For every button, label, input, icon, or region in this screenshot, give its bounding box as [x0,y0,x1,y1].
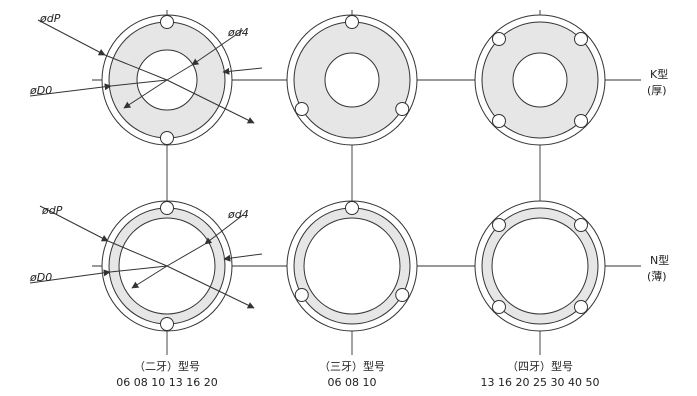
leader-d0-top-inner [110,79,168,87]
d0-label-bottom: øD0 [29,271,52,284]
dimension-leaders [29,19,263,309]
leader-d0-bottom-right [223,253,263,262]
dp-label-bottom: ødP [41,204,63,217]
leader-d0-bottom [29,269,111,284]
k-type-label: K型 [650,67,668,81]
bore [512,52,568,108]
leader-d4-bottom-back [131,265,168,289]
tooth-notch [395,288,410,302]
d4-label-bottom: ød4 [227,208,249,221]
leader-d4-top-back [123,79,168,109]
nut-n-four-tooth [474,200,606,332]
leader-d0-top [29,83,112,97]
leader-dp-top [37,19,106,56]
caption-three-tooth-sizes: 06 08 10 [328,376,377,389]
tooth-notch [491,300,506,315]
tooth-notch [574,114,589,129]
caption-two-tooth-title: （二牙）型号 [134,359,200,373]
tooth-notch [574,300,589,315]
d0-label-top: øD0 [29,84,52,97]
tooth-notch [294,288,309,302]
leader-dp-bottom [39,205,109,242]
k-type-note: (厚) [647,84,667,97]
leader-dp-top-inner [104,54,168,81]
tooth-notch [491,31,506,46]
leader-d0-bottom-inner [109,265,168,273]
tooth-notch [574,217,589,232]
caption-three-tooth-title: （三牙）型号 [319,359,385,373]
leader-dp-bottom-back [166,265,255,309]
tooth-notch [294,102,309,116]
d4-label-top: ød4 [227,26,249,39]
leader-d4-top [191,29,244,66]
n-type-label: N型 [650,253,669,267]
tooth-notch [160,201,174,215]
nut-n-three-tooth [286,200,418,332]
caption-four-tooth-sizes: 13 16 20 25 30 40 50 [481,376,600,389]
bore [491,217,589,315]
leader-dp-bottom-inner [107,240,168,267]
tooth-notch [160,15,174,29]
nut-k-four-tooth [474,14,606,146]
tooth-notch [345,15,359,29]
bore [303,217,401,315]
tooth-notch [160,317,174,331]
caption-four-tooth-title: （四牙）型号 [507,359,573,373]
bore [324,52,380,108]
nut-k-three-tooth [286,14,418,146]
tooth-notch [491,114,506,129]
leader-d4-bottom [204,214,244,245]
tooth-notch [160,131,174,145]
tooth-notch [491,217,506,232]
nut-drawings [101,14,606,332]
caption-two-tooth-sizes: 06 08 10 13 16 20 [116,376,217,389]
tooth-notch [345,201,359,215]
leader-dp-top-back [166,79,255,124]
leader-d4-bottom-inner [166,243,206,267]
leader-d0-top-right [222,67,263,75]
n-type-note: (薄) [647,269,667,283]
dp-label-top: ødP [39,12,61,25]
tooth-notch [395,102,410,116]
leader-d4-top-inner [166,64,193,81]
tooth-notch [574,31,589,46]
